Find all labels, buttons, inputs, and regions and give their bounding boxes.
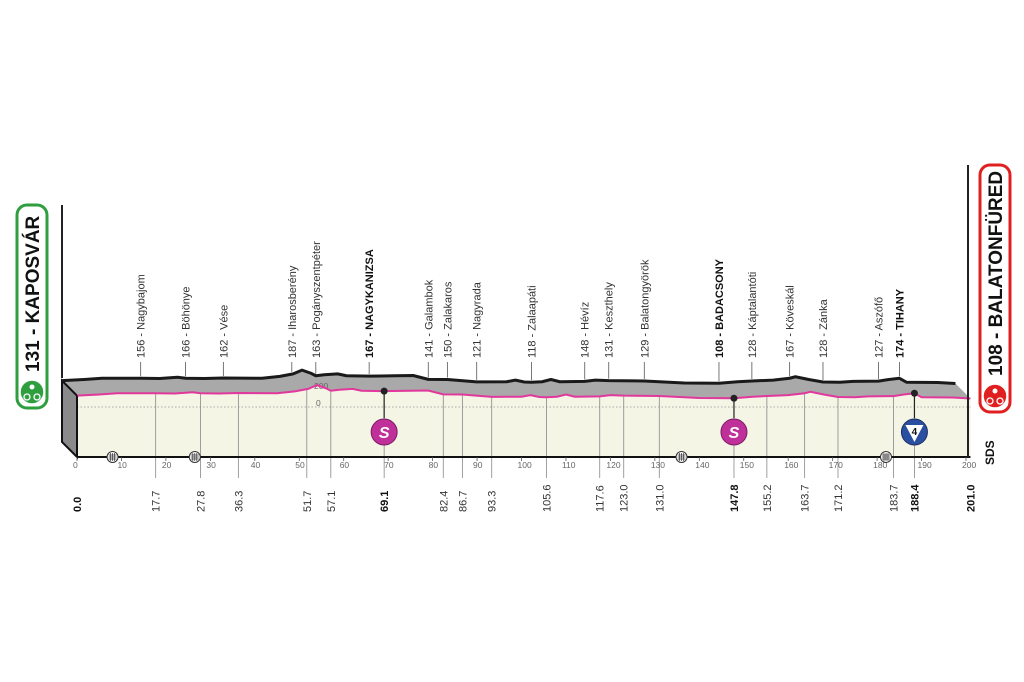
elevation-tick-label: 0 [316,398,321,408]
x-tick-label: 50 [295,460,305,470]
km-label: 36.3 [233,491,245,512]
location-label: 156 - Nagybajom [136,274,148,358]
x-tick-label: 0 [73,460,78,470]
wheel [996,397,1004,405]
wheel [986,397,994,405]
rider-head [29,384,35,390]
x-tick-label: 10 [117,460,127,470]
finish-cyclist-icon [982,383,1008,409]
wheel [23,393,31,401]
x-tick-label: 180 [873,460,887,470]
start-badge [15,203,49,410]
km-label: 163.7 [800,484,812,512]
km-label: 201.0 [965,484,977,512]
location-label: 127 - Aszófő [874,297,886,358]
x-tick-label: 30 [206,460,216,470]
location-label: 121 - Nagyrada [472,281,484,358]
x-tick-label: 120 [606,460,620,470]
km-label: 17.7 [151,491,163,512]
km-label: 51.7 [302,491,314,512]
profile-road-line [76,384,971,400]
km-label: 69.1 [379,491,391,512]
location-label: 162 - Vése [218,305,230,358]
kom-pin-dot [910,389,918,397]
level-crossing-icon [188,451,201,463]
sprint-icon [370,418,398,446]
profile-top-line [61,368,956,385]
x-tick-label: 160 [784,460,798,470]
km-label: 155.2 [762,484,774,512]
km-label: 123.0 [619,484,631,512]
location-label: 167 - NAGYKANIZSA [364,249,376,358]
x-tick-label: 70 [384,460,394,470]
km-label: 117.6 [595,485,607,512]
sprint-pin-dot [730,394,738,402]
km-label: 82.4 [438,491,450,512]
profile-side-face [61,378,78,460]
km-label: 171.2 [833,484,845,512]
x-tick-label: 110 [562,460,576,470]
finish-label: 108 - BALATONFÜRED [986,171,1007,376]
finish-badge [978,163,1012,414]
km-label: 183.7 [889,484,901,512]
x-tick-label: 20 [162,460,172,470]
km-label: 27.8 [196,491,208,512]
location-label: 167 - Köveskál [785,285,797,358]
location-label: 141 - Galambok [423,279,435,358]
start-label: 131 - KAPOSVÁR [22,215,44,372]
x-tick-label: 130 [651,460,665,470]
location-label: 163 - Pogányszentpéter [311,241,323,358]
km-label: 0.0 [72,497,84,512]
km-label: 86.7 [457,491,469,512]
sprint-pin-dot [380,387,388,395]
wheel [33,393,41,401]
x-tick-label: 90 [473,460,483,470]
level-crossing-icon [879,451,892,463]
x-tick-label: 60 [340,460,350,470]
location-label: 118 - Zalaapáti [526,285,538,358]
profile-front-face [77,385,971,457]
level-crossing-icon [675,451,688,463]
start-cyclist-icon [19,379,45,405]
location-label: 129 - Balatongyörök [639,259,651,358]
location-label: 166 - Böhönye [181,286,193,358]
kom-category: 4 [912,427,918,438]
sprint-symbol: S [379,425,390,442]
x-tick-label: 140 [695,460,709,470]
location-label: 128 - Zánka [818,298,830,358]
x-tick-label: 170 [829,460,843,470]
x-tick-label: 100 [518,460,532,470]
location-label: 187 - Iharosberény [287,265,299,358]
x-tick-label: 200 [962,460,976,470]
x-tick-label: 40 [251,460,261,470]
rider-head [992,388,998,394]
sds-logo: SDS [983,440,997,465]
location-label: 150 - Zalakaros [442,281,454,358]
level-crossing-icon [106,451,119,463]
location-label: 131 - Keszthely [604,282,616,358]
km-label: 105.6 [541,484,553,512]
km-label: 188.4 [909,484,921,512]
sprint-symbol: S [729,425,740,442]
km-label: 147.8 [729,484,741,512]
location-label: 174 - TIHANY [894,288,906,358]
km-label: 131.0 [654,484,666,512]
kom-triangle-icon [905,425,924,442]
km-label: 57.1 [326,491,338,512]
location-label: 108 - BADACSONY [714,258,726,358]
x-tick-label: 80 [429,460,439,470]
sprint-icon [720,418,748,446]
x-tick-label: 190 [918,460,932,470]
location-label: 128 - Káptalantóti [747,272,759,358]
km-label: 93.3 [487,491,499,512]
location-label: 148 - Hévíz [580,302,592,358]
x-tick-label: 150 [740,460,754,470]
